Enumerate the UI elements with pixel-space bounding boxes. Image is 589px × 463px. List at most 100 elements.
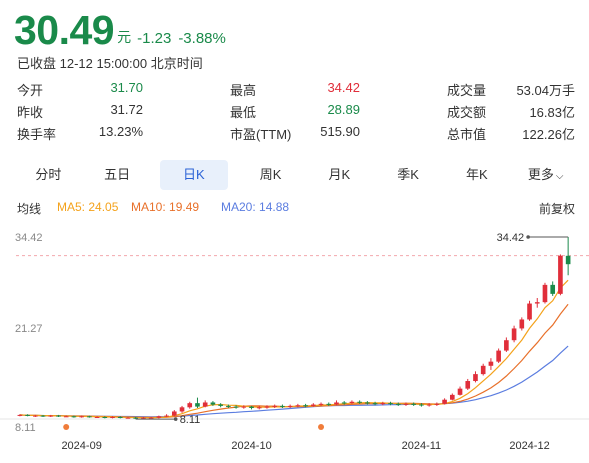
- stat-label: 换手率: [17, 127, 57, 142]
- x-tick-label: 2024-11: [402, 440, 442, 452]
- candle-body: [287, 405, 293, 407]
- stats-row: 今开 31.70 最高 34.42 成交量 53.04万手: [17, 80, 577, 102]
- stat-label: 市盈(TTM): [230, 127, 292, 142]
- tab-label: 月K: [328, 167, 351, 182]
- candle-body: [249, 406, 254, 409]
- candle-body: [496, 350, 501, 362]
- tab-label: 年K: [466, 167, 488, 182]
- price-change-percent: -3.88%: [178, 30, 226, 47]
- high-marker-label: 34.42: [497, 232, 525, 244]
- candle-body: [148, 417, 154, 419]
- stat-label: 成交量: [447, 83, 487, 98]
- tab-五日[interactable]: 五日: [83, 160, 152, 190]
- candle-body: [280, 405, 285, 407]
- tab-分时[interactable]: 分时: [14, 160, 83, 190]
- candle-body: [195, 403, 200, 407]
- high-marker-dot: [526, 235, 530, 239]
- candle-body: [349, 401, 355, 404]
- candle-body: [534, 302, 540, 304]
- candle-body: [226, 405, 231, 407]
- ma10-line: [19, 303, 569, 418]
- tab-周K[interactable]: 周K: [236, 160, 305, 190]
- stats-row: 昨收 31.72 最低 28.89 成交额 16.83亿: [17, 102, 577, 124]
- stat-label: 成交额: [447, 105, 487, 120]
- event-dot: [318, 424, 325, 430]
- tab-label: 更多: [527, 167, 554, 182]
- candle-body: [388, 403, 393, 405]
- tab-季K[interactable]: 季K: [374, 160, 443, 190]
- y-tick-label: 34.42: [15, 232, 43, 244]
- candle-body: [457, 388, 463, 395]
- candle-body: [164, 415, 169, 417]
- candle-body: [527, 303, 532, 320]
- ma10-value: MA10: 19.49: [131, 200, 200, 214]
- candle-body: [326, 403, 332, 405]
- candle-body: [117, 416, 123, 418]
- candle-body: [334, 402, 339, 405]
- x-tick-label: 2024-12: [509, 440, 549, 452]
- stat-label: 最高: [230, 83, 257, 98]
- candle-body: [426, 404, 432, 406]
- candle-body: [310, 404, 316, 406]
- tab-年K[interactable]: 年K: [443, 160, 512, 190]
- y-tick-label: 21.27: [15, 323, 43, 335]
- stat-label: 今开: [17, 83, 44, 98]
- price-change: -1.23: [137, 30, 172, 47]
- stat-label: 总市值: [447, 127, 487, 142]
- low-marker-dot: [173, 417, 178, 421]
- candle-body: [218, 404, 223, 406]
- low-marker-label: 8.11: [180, 414, 201, 426]
- y-tick-label: 8.11: [15, 422, 36, 434]
- candle-body: [264, 406, 270, 408]
- candle-body: [87, 416, 92, 418]
- candle-body: [542, 284, 548, 303]
- stat-value: 122.26亿: [522, 127, 575, 142]
- ma5-value: MA5: 24.05: [57, 200, 119, 214]
- candle-body: [141, 417, 146, 419]
- tab-月K[interactable]: 月K: [305, 160, 374, 190]
- candle-body: [403, 403, 409, 405]
- candle-body: [465, 381, 471, 389]
- stat-value: 515.90: [320, 124, 360, 139]
- price-header: 30.49 元 -1.23 -3.88%: [14, 6, 226, 51]
- candle-body: [504, 340, 509, 351]
- tab-label: 五日: [104, 167, 131, 182]
- candle-body: [133, 417, 139, 419]
- stat-label: 昨收: [17, 105, 44, 120]
- candle-body: [63, 416, 69, 418]
- candle-body: [419, 404, 424, 406]
- candle-body: [511, 328, 517, 341]
- candle-body: [295, 405, 301, 407]
- candle-body: [395, 403, 401, 405]
- kline-svg[interactable]: 34.42 21.27 8.11 34.42 8.11 2024-09 2024-10 202…: [0, 222, 589, 463]
- candle-body: [256, 407, 262, 409]
- candle-body: [272, 405, 278, 407]
- adjust-toggle[interactable]: 前复权: [538, 202, 575, 216]
- candle-body: [94, 416, 100, 418]
- candle-body: [56, 415, 61, 417]
- candle-body: [473, 374, 478, 382]
- candle-body: [558, 255, 563, 294]
- candle-body: [488, 361, 494, 366]
- candle-body: [365, 402, 370, 404]
- candle-body: [341, 402, 347, 404]
- tab-label: 周K: [259, 167, 282, 182]
- stat-value: 28.89: [327, 102, 360, 117]
- price-unit: 元: [117, 29, 132, 45]
- tab-日K[interactable]: 日K: [159, 160, 229, 190]
- candle-body: [434, 403, 440, 405]
- candle-body: [480, 365, 486, 375]
- candle-body: [241, 406, 247, 408]
- ma20-value: MA20: 14.88: [221, 200, 290, 214]
- candle-body: [565, 255, 571, 265]
- candle-body: [210, 402, 216, 405]
- candle-body: [303, 405, 308, 407]
- candle-body: [372, 403, 378, 405]
- stat-label: 最低: [230, 105, 257, 120]
- tab-更多[interactable]: 更多 ⌵: [511, 160, 580, 190]
- candle-body: [380, 403, 386, 405]
- candle-body: [550, 284, 556, 294]
- stats-row: 换手率 13.23% 市盈(TTM) 515.90 总市值 122.26亿: [17, 124, 577, 146]
- kline-chart[interactable]: 34.42 21.27 8.11 34.42 8.11 2024-09 2024-10 202…: [0, 222, 589, 463]
- candle-body: [110, 416, 115, 418]
